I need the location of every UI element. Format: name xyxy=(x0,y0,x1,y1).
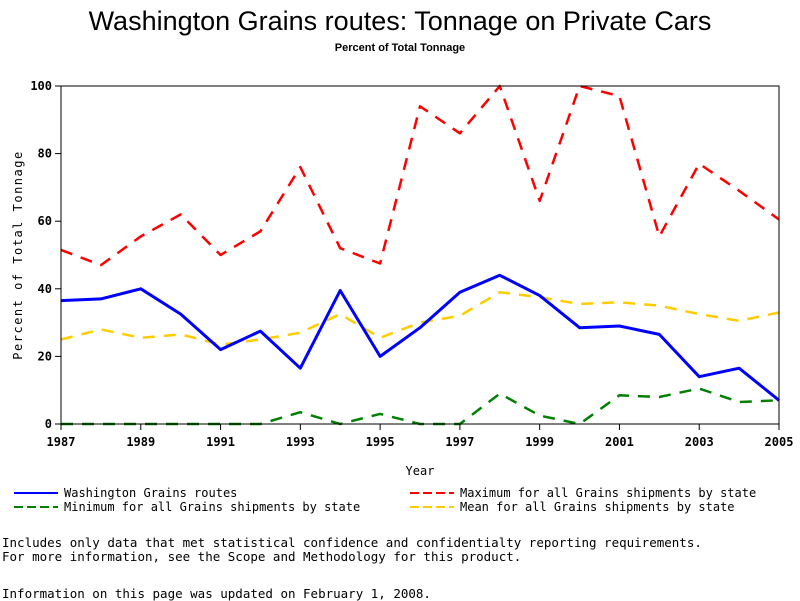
y-tick-label: 100 xyxy=(30,79,52,93)
axes-layer xyxy=(61,86,779,424)
footnote-confidence: Includes only data that met statistical … xyxy=(2,535,702,550)
legend-item-maximum: Maximum for all Grains shipments by stat… xyxy=(410,486,756,500)
series-layer xyxy=(61,86,779,424)
y-tick-label: 80 xyxy=(38,147,52,161)
y-tick-label: 20 xyxy=(38,349,52,363)
series-line-maximum-for-all-grains-shipments-by-state xyxy=(61,86,779,265)
plot-frame xyxy=(61,86,779,424)
legend-label: Washington Grains routes xyxy=(64,486,237,500)
footnote-methodology: For more information, see the Scope and … xyxy=(2,549,521,564)
y-tick-label: 0 xyxy=(45,417,52,431)
y-axis-ticks: 0 20 40 60 80 100 xyxy=(30,79,61,431)
series-line-minimum-for-all-grains-shipments-by-state xyxy=(61,389,779,425)
x-tick-label: 1997 xyxy=(445,435,474,449)
x-axis-ticks: 1987 1989 1991 1993 1995 1997 1999 2001 2003 2005 xyxy=(47,424,794,449)
legend-label: Mean for all Grains shipments by state xyxy=(460,500,735,514)
legend-label: Maximum for all Grains shipments by stat… xyxy=(460,486,756,500)
legend: Washington Grains routes Minimum for all… xyxy=(0,486,800,518)
series-line-mean-for-all-grains-shipments-by-state xyxy=(61,292,779,344)
y-tick-label: 40 xyxy=(38,282,52,296)
legend-swatch-dashed-green xyxy=(14,506,58,508)
x-tick-label: 1987 xyxy=(47,435,76,449)
x-tick-label: 1999 xyxy=(525,435,554,449)
legend-item-mean: Mean for all Grains shipments by state xyxy=(410,500,735,514)
x-axis-title: Year xyxy=(406,464,435,478)
x-tick-label: 1989 xyxy=(126,435,155,449)
series-line-washington-grains-routes xyxy=(61,275,779,400)
x-tick-label: 2003 xyxy=(685,435,714,449)
y-tick-label: 60 xyxy=(38,214,52,228)
legend-swatch-dashed-red xyxy=(410,492,454,494)
x-tick-label: 1993 xyxy=(286,435,315,449)
legend-swatch-dashed-yellow xyxy=(410,506,454,508)
legend-item-washington: Washington Grains routes xyxy=(14,486,237,500)
legend-label: Minimum for all Grains shipments by stat… xyxy=(64,500,360,514)
x-tick-label: 2001 xyxy=(605,435,634,449)
y-axis-title: Percent of Total Tonnage xyxy=(11,150,25,359)
legend-swatch-solid-blue xyxy=(14,492,58,494)
x-tick-label: 2005 xyxy=(765,435,794,449)
footnote-updated: Information on this page was updated on … xyxy=(2,586,431,601)
x-tick-label: 1991 xyxy=(206,435,235,449)
legend-item-minimum: Minimum for all Grains shipments by stat… xyxy=(14,500,360,514)
x-tick-label: 1995 xyxy=(366,435,395,449)
